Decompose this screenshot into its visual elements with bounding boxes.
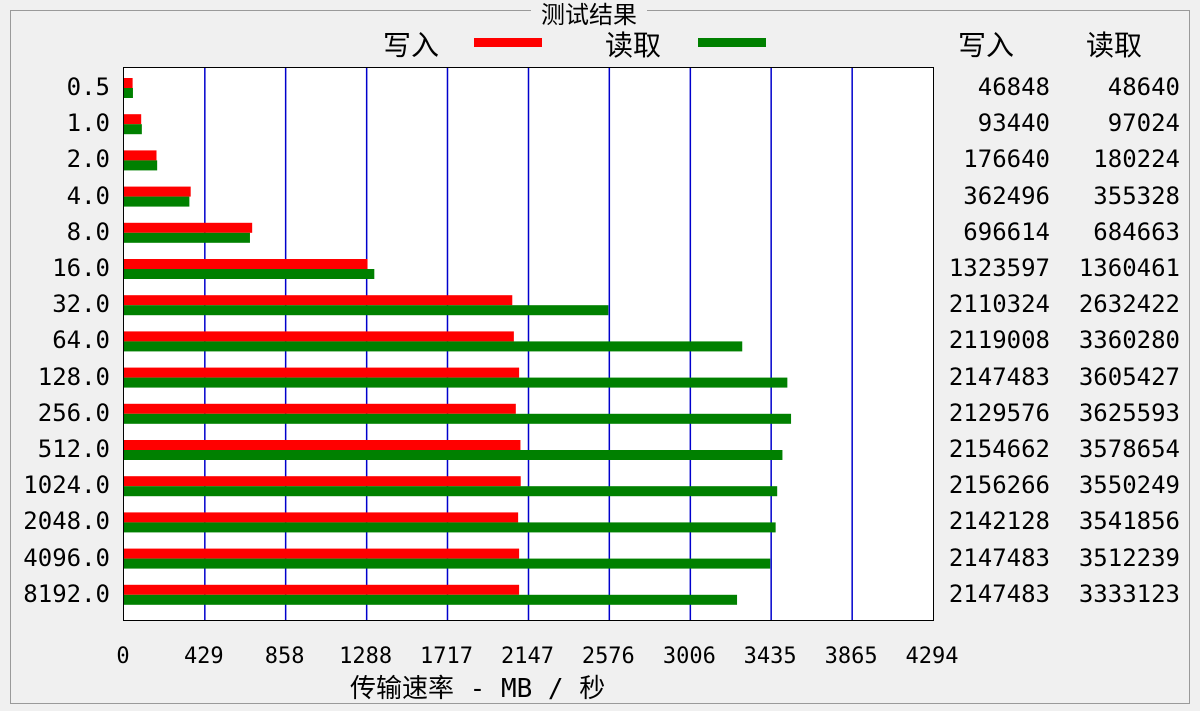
read-bar	[124, 88, 133, 98]
write-value: 176640	[963, 145, 1050, 174]
write-bar	[124, 367, 520, 378]
y-tick-label: 8.0	[66, 217, 110, 246]
write-value: 2147483	[948, 579, 1050, 608]
read-bar	[124, 305, 609, 316]
x-tick-label: 0	[116, 644, 130, 669]
legend-write-label: 写入	[383, 29, 440, 62]
legend-write-swatch	[474, 38, 542, 47]
write-value: 696614	[963, 217, 1050, 246]
read-value: 3605427	[1078, 362, 1180, 391]
y-tick-label: 2048.0	[23, 507, 110, 536]
read-bar	[124, 160, 158, 171]
write-bar	[124, 222, 253, 233]
x-tick-label: 858	[264, 644, 305, 669]
y-tick-label: 32.0	[52, 290, 110, 319]
x-tick-label: 1717	[419, 644, 473, 669]
read-bar	[124, 450, 783, 460]
read-value: 3333123	[1078, 579, 1180, 608]
write-bar	[124, 150, 157, 161]
write-bar	[124, 548, 520, 559]
x-tick-label: 3865	[824, 644, 878, 669]
y-tick-label: 1024.0	[23, 471, 110, 500]
results-group-box: 测试结果	[10, 0, 1190, 704]
read-bar	[124, 522, 776, 533]
read-value: 3360280	[1078, 326, 1180, 355]
column-header-read: 读取	[1086, 29, 1143, 62]
write-bar	[124, 295, 513, 306]
write-value: 2156266	[948, 471, 1050, 500]
read-bar	[124, 558, 771, 569]
y-tick-label: 256.0	[37, 398, 110, 427]
x-tick-label: 2147	[501, 644, 554, 669]
write-value: 46848	[977, 73, 1050, 101]
read-bar	[124, 124, 142, 135]
x-tick-label: 3435	[743, 644, 797, 669]
x-tick-label: 429	[183, 644, 224, 669]
read-bar	[124, 377, 788, 388]
legend-read-swatch	[698, 38, 766, 47]
y-tick-label: 128.0	[37, 362, 110, 391]
y-tick-label: 8192.0	[23, 579, 110, 608]
plot-area	[123, 67, 934, 621]
write-value: 93440	[977, 109, 1050, 138]
write-value: 362496	[963, 181, 1050, 210]
read-bar	[124, 486, 778, 497]
read-value: 3541856	[1078, 507, 1180, 536]
y-tick-label: 1.0	[66, 109, 110, 138]
read-bar	[124, 232, 250, 243]
read-value: 3625593	[1078, 398, 1180, 427]
read-value: 684663	[1093, 217, 1180, 246]
y-tick-label: 64.0	[52, 326, 110, 355]
write-bar	[124, 259, 368, 269]
write-bar	[124, 78, 133, 88]
write-bar	[124, 186, 191, 197]
read-bar	[124, 269, 375, 279]
write-bar	[124, 403, 516, 414]
write-value: 2154662	[948, 435, 1050, 463]
read-value: 3512239	[1078, 543, 1180, 572]
write-bar	[124, 476, 521, 487]
write-bar	[124, 331, 514, 342]
read-bar	[124, 413, 792, 424]
write-bar	[124, 440, 521, 450]
x-tick-label: 2576	[581, 644, 635, 669]
y-tick-label: 2.0	[66, 145, 110, 174]
column-header-write: 写入	[958, 29, 1015, 62]
read-value: 355328	[1093, 181, 1180, 210]
write-value: 2147483	[948, 543, 1050, 572]
write-bar	[124, 512, 519, 523]
y-tick-label: 4.0	[66, 181, 110, 210]
write-value: 2142128	[948, 507, 1050, 536]
read-value: 3550249	[1078, 471, 1180, 500]
write-value: 2110324	[948, 290, 1050, 319]
write-bar	[124, 584, 520, 595]
write-value: 2129576	[948, 398, 1050, 427]
read-value: 1360461	[1078, 254, 1180, 282]
x-tick-label: 3006	[662, 644, 716, 669]
y-tick-label: 0.5	[66, 73, 110, 101]
legend-read-label: 读取	[605, 29, 662, 62]
x-tick-label: 4294	[905, 644, 959, 669]
read-value: 2632422	[1078, 290, 1180, 319]
read-value: 180224	[1093, 145, 1180, 174]
write-value: 2119008	[948, 326, 1050, 355]
read-bar	[124, 341, 743, 352]
bar-chart	[124, 68, 853, 620]
chart-title: 测试结果	[531, 0, 647, 30]
read-value: 97024	[1107, 109, 1180, 138]
y-tick-label: 4096.0	[23, 543, 110, 572]
x-tick-label: 1288	[339, 644, 393, 669]
read-value: 3578654	[1078, 435, 1180, 463]
read-bar	[124, 196, 190, 207]
x-axis-label: 传输速率 - MB / 秒	[350, 674, 606, 704]
read-bar	[124, 594, 738, 605]
write-bar	[124, 114, 142, 125]
read-value: 48640	[1107, 73, 1180, 101]
y-tick-label: 512.0	[37, 435, 110, 463]
write-value: 2147483	[948, 362, 1050, 391]
write-value: 1323597	[948, 254, 1050, 282]
y-tick-label: 16.0	[52, 254, 110, 282]
